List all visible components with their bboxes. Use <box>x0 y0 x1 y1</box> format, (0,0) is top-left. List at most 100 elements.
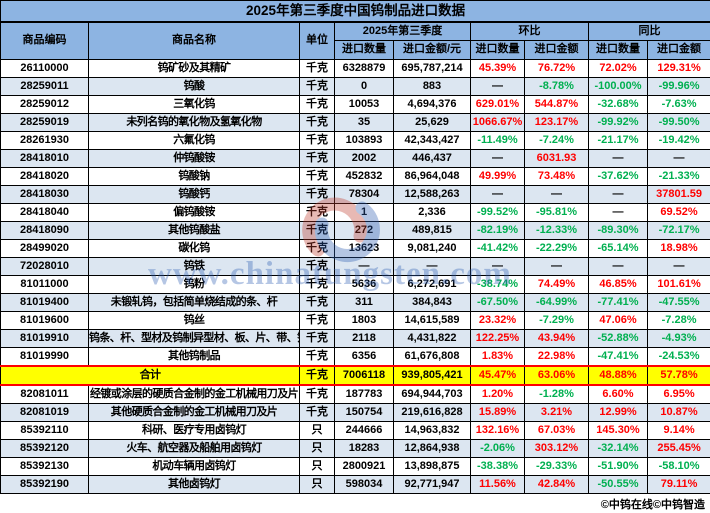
cell-mom-qty: 11.56% <box>470 475 525 494</box>
cell-mom-qty: 49.99% <box>470 167 525 186</box>
cell-name: 钨铁 <box>88 257 300 276</box>
cell-unit: 千克 <box>299 95 335 114</box>
cell-yoy-amt: 18.98% <box>646 239 710 258</box>
cell-qty: 2002 <box>334 149 394 168</box>
cell-amount: 489,815 <box>393 221 471 240</box>
cell-unit: 千克 <box>299 347 335 367</box>
col-header-unit: 单位 <box>299 21 335 60</box>
cell-mom-amt: -7.24% <box>524 131 589 150</box>
cell-unit: 千克 <box>299 239 335 258</box>
col-header-mom-qty: 进口数量 <box>470 40 525 60</box>
cell-qty: 187783 <box>334 384 394 404</box>
cell-amount: 12,864,938 <box>393 439 471 458</box>
cell-amount: 446,437 <box>393 149 471 168</box>
cell-name: 其他钨酸盐 <box>88 221 300 240</box>
cell-mom-amt: -22.29% <box>524 239 589 258</box>
cell-yoy-qty: 72.02% <box>588 59 648 78</box>
cell-mom-qty: 1.83% <box>470 347 525 367</box>
cell-amount: 86,964,048 <box>393 167 471 186</box>
cell-mom-amt: — <box>524 185 589 204</box>
cell-amount: 695,787,214 <box>393 59 471 78</box>
table-title: 2025年第三季度中国钨制品进口数据 <box>0 0 710 23</box>
cell-mom-amt: 6031.93 <box>524 149 589 168</box>
cell-code: 26110000 <box>0 59 89 78</box>
cell-mom-qty: 132.16% <box>470 421 525 440</box>
cell-code: 28418090 <box>0 221 89 240</box>
col-header-mom-amount: 进口金额 <box>524 40 589 60</box>
cell-qty: 272 <box>334 221 394 240</box>
cell-mom-qty: 15.89% <box>470 403 525 422</box>
cell-name: 六氟化钨 <box>88 131 300 150</box>
cell-mom-amt: 74.49% <box>524 275 589 294</box>
cell-yoy-qty: -32.68% <box>588 95 648 114</box>
col-header-yoy-qty: 进口数量 <box>588 40 648 60</box>
cell-mom-amt: -29.33% <box>524 457 589 476</box>
cell-unit: 千克 <box>299 131 335 150</box>
cell-name: 三氧化钨 <box>88 95 300 114</box>
cell-yoy-amt: -58.10% <box>646 457 710 476</box>
cell-yoy-amt: 57.78% <box>646 365 710 386</box>
table-row: 28259012 三氧化钨 千克 10053 4,694,376 629.01% 544.8… <box>0 95 710 114</box>
cell-name: 未锻轧钨，包括简单烧结成的条、杆 <box>88 293 300 312</box>
cell-yoy-qty: -99.92% <box>588 113 648 132</box>
table-row: 81019600 钨丝 千克 1803 14,615,589 23.32% -7.29% 47… <box>0 311 710 330</box>
cell-mom-amt: 22.98% <box>524 347 589 367</box>
cell-mom-amt: 67.03% <box>524 421 589 440</box>
cell-mom-qty: -67.50% <box>470 293 525 312</box>
cell-name: 其他硬质合金制的金工机械用刀及片 <box>88 403 300 422</box>
cell-unit: 千克 <box>299 77 335 96</box>
cell-mom-amt: 76.72% <box>524 59 589 78</box>
cell-qty: 2118 <box>334 329 394 348</box>
table-row: 28418030 钨酸钙 千克 78304 12,588,263— — —37801.59 <box>0 185 710 204</box>
cell-qty: 452832 <box>334 167 394 186</box>
cell-mom-amt: 123.17% <box>524 113 589 132</box>
cell-mom-amt: -1.28% <box>524 384 589 404</box>
cell-yoy-amt: 10.87% <box>646 403 710 422</box>
table-row: 28259011 钨酸 千克 0 883— -8.78% -100.00% -99.96% <box>0 77 710 96</box>
cell-yoy-amt: -99.96% <box>646 77 710 96</box>
cell-yoy-amt: 101.61% <box>646 275 710 294</box>
cell-mom-amt: 63.06% <box>524 365 589 386</box>
cell-mom-qty: -41.42% <box>470 239 525 258</box>
cell-name: 合计 <box>0 365 300 386</box>
cell-amount: 4,431,822 <box>393 329 471 348</box>
cell-qty: 598034 <box>334 475 394 494</box>
cell-code: 28261930 <box>0 131 89 150</box>
cell-mom-qty: — <box>470 185 525 204</box>
group-header-yoy: 同比 <box>587 21 710 41</box>
cell-qty: 0 <box>334 77 394 96</box>
cell-mom-amt: 42.84% <box>524 475 589 494</box>
cell-qty: 78304 <box>334 185 394 204</box>
cell-code: 81011000 <box>0 275 89 294</box>
cell-name: 钨条、杆、型材及钨制异型材、板、片、带、箔 <box>88 329 300 348</box>
cell-yoy-amt: -21.33% <box>646 167 710 186</box>
table-row: 28259019 未列名钨的氧化物及氢氧化物 千克 35 25,629 1066.67% 1… <box>0 113 710 132</box>
cell-name: 火车、航空器及船舶用卤钨灯 <box>88 439 300 458</box>
table-row: 28418020 钨酸钠 千克 452832 86,964,048 49.99% 73.48… <box>0 167 710 186</box>
col-header-name: 商品名称 <box>88 21 300 60</box>
cell-mom-qty: -2.06% <box>470 439 525 458</box>
cell-unit: 千克 <box>299 149 335 168</box>
cell-qty: 1803 <box>334 311 394 330</box>
cell-code: 28418030 <box>0 185 89 204</box>
cell-code: 85392120 <box>0 439 89 458</box>
total-row: 合计 千克 7006118 939,805,421 45.47% 63.06% 48.88%… <box>0 365 710 386</box>
cell-mom-qty: — <box>470 149 525 168</box>
cell-code: 28418010 <box>0 149 89 168</box>
cell-mom-amt: 3.21% <box>524 403 589 422</box>
cell-amount: 92,771,947 <box>393 475 471 494</box>
cell-yoy-amt: — <box>646 257 710 276</box>
col-header-import-qty: 进口数量 <box>334 40 394 60</box>
cell-yoy-qty: -77.41% <box>588 293 648 312</box>
cell-qty: 311 <box>334 293 394 312</box>
cell-name: 其他钨制品 <box>88 347 300 367</box>
cell-code: 28259011 <box>0 77 89 96</box>
cell-yoy-qty: — <box>588 203 648 222</box>
cell-amount: 14,615,589 <box>393 311 471 330</box>
table-row: 28261930 六氟化钨 千克 103893 42,343,427 -11.49% -7.… <box>0 131 710 150</box>
cell-code: 28418020 <box>0 167 89 186</box>
cell-unit: 只 <box>299 475 335 494</box>
cell-yoy-amt: -47.55% <box>646 293 710 312</box>
col-header-import-amount-yuan: 进口金额/元 <box>393 40 471 60</box>
cell-unit: 千克 <box>299 221 335 240</box>
